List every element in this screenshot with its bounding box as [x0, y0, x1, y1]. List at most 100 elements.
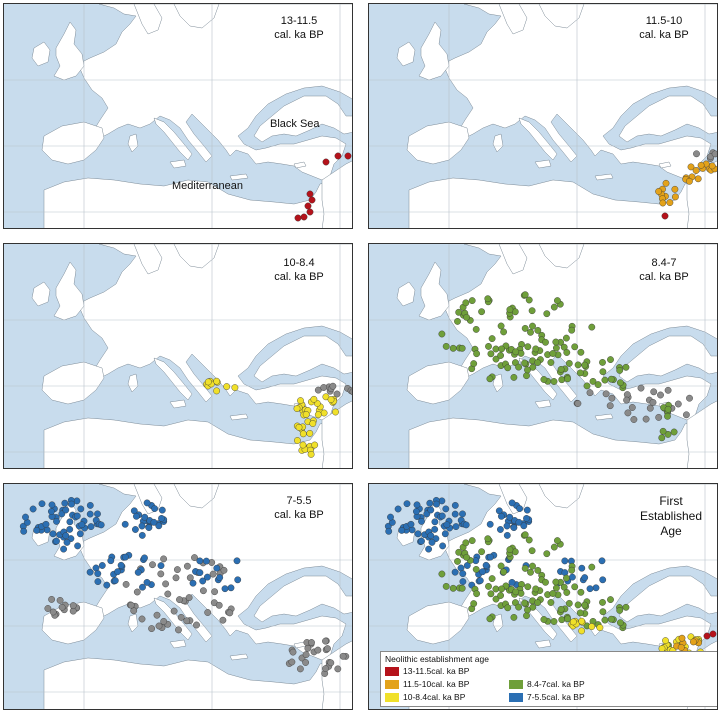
site-marker — [664, 412, 671, 420]
site-marker — [512, 588, 520, 596]
landmass — [133, 244, 163, 275]
site-marker — [449, 344, 457, 352]
site-marker — [289, 648, 297, 656]
panel-title-line2: Established — [639, 509, 703, 523]
site-marker — [459, 510, 466, 518]
landmass — [534, 639, 552, 649]
site-marker — [213, 387, 221, 395]
site-marker — [121, 520, 129, 528]
site-marker — [472, 566, 480, 573]
site-marker — [586, 389, 594, 397]
site-marker — [630, 416, 638, 423]
site-marker — [160, 555, 168, 563]
site-marker — [515, 363, 523, 371]
site-marker — [624, 409, 632, 417]
site-marker — [310, 395, 318, 403]
site-marker — [299, 441, 307, 449]
landmass — [464, 244, 717, 383]
site-marker — [674, 400, 682, 408]
site-marker — [578, 617, 586, 625]
site-marker — [564, 375, 572, 383]
site-marker — [170, 607, 178, 615]
landmass — [492, 613, 504, 633]
site-marker — [468, 297, 476, 304]
site-marker — [138, 532, 146, 539]
site-marker — [606, 402, 614, 410]
landmass — [127, 133, 139, 153]
site-marker — [145, 524, 153, 531]
site-marker — [141, 554, 148, 562]
site-marker — [131, 526, 139, 533]
site-marker — [682, 411, 690, 419]
site-marker — [553, 297, 561, 304]
site-marker — [547, 599, 555, 606]
site-marker — [209, 570, 217, 578]
site-marker — [451, 568, 459, 576]
site-marker — [628, 404, 636, 411]
site-marker — [304, 202, 312, 210]
site-marker — [408, 526, 416, 534]
site-marker — [484, 295, 492, 303]
site-marker — [199, 577, 207, 585]
landmass — [153, 597, 193, 641]
site-marker — [524, 366, 531, 374]
site-marker — [314, 646, 322, 654]
site-marker — [671, 185, 679, 193]
site-marker — [157, 570, 165, 578]
map-svg — [369, 244, 717, 468]
site-marker — [616, 607, 624, 614]
site-marker — [454, 558, 461, 565]
site-marker — [485, 583, 492, 590]
site-marker — [202, 557, 210, 565]
site-marker — [327, 396, 335, 404]
landmass — [498, 244, 528, 275]
map-panel-10-8.4: 10-8.4 cal. ka BP — [3, 243, 353, 469]
landmass — [99, 484, 352, 623]
landmass — [321, 160, 352, 228]
site-marker — [497, 352, 505, 359]
site-marker — [577, 588, 585, 596]
site-marker — [77, 505, 85, 513]
landmass — [153, 357, 193, 401]
landmass — [77, 244, 352, 421]
site-marker — [592, 584, 600, 592]
site-marker — [568, 326, 576, 334]
landmass — [169, 399, 187, 409]
site-marker — [334, 665, 342, 673]
site-marker — [564, 615, 572, 623]
site-marker — [532, 345, 540, 353]
site-marker — [69, 602, 77, 610]
site-marker — [659, 199, 667, 207]
site-marker — [659, 427, 667, 435]
site-marker — [297, 397, 304, 405]
site-marker — [492, 585, 500, 593]
site-marker — [581, 601, 589, 609]
site-marker — [73, 512, 81, 520]
site-marker — [78, 521, 86, 529]
site-marker — [426, 499, 434, 507]
site-marker — [549, 590, 557, 597]
site-marker — [607, 375, 615, 383]
site-marker — [642, 415, 650, 423]
site-marker — [622, 603, 630, 611]
map-panel-first-established-age: First Established Age Neolithic establis… — [368, 483, 718, 710]
site-marker — [176, 596, 183, 604]
legend-swatch — [385, 679, 399, 689]
site-marker — [454, 318, 461, 325]
site-marker — [302, 659, 309, 666]
site-marker — [622, 363, 630, 371]
site-marker — [302, 651, 310, 659]
site-marker — [94, 578, 102, 586]
site-marker — [574, 601, 582, 609]
panel-title: 11.5-10 cal. ka BP — [619, 14, 709, 42]
site-marker — [329, 382, 337, 390]
site-marker — [86, 501, 94, 509]
site-marker — [173, 566, 181, 574]
landmass — [153, 117, 193, 161]
site-marker — [599, 576, 607, 584]
landmass — [534, 399, 552, 409]
site-marker — [211, 588, 219, 596]
landmass — [442, 4, 717, 181]
site-marker — [650, 388, 658, 396]
site-marker — [473, 350, 481, 358]
